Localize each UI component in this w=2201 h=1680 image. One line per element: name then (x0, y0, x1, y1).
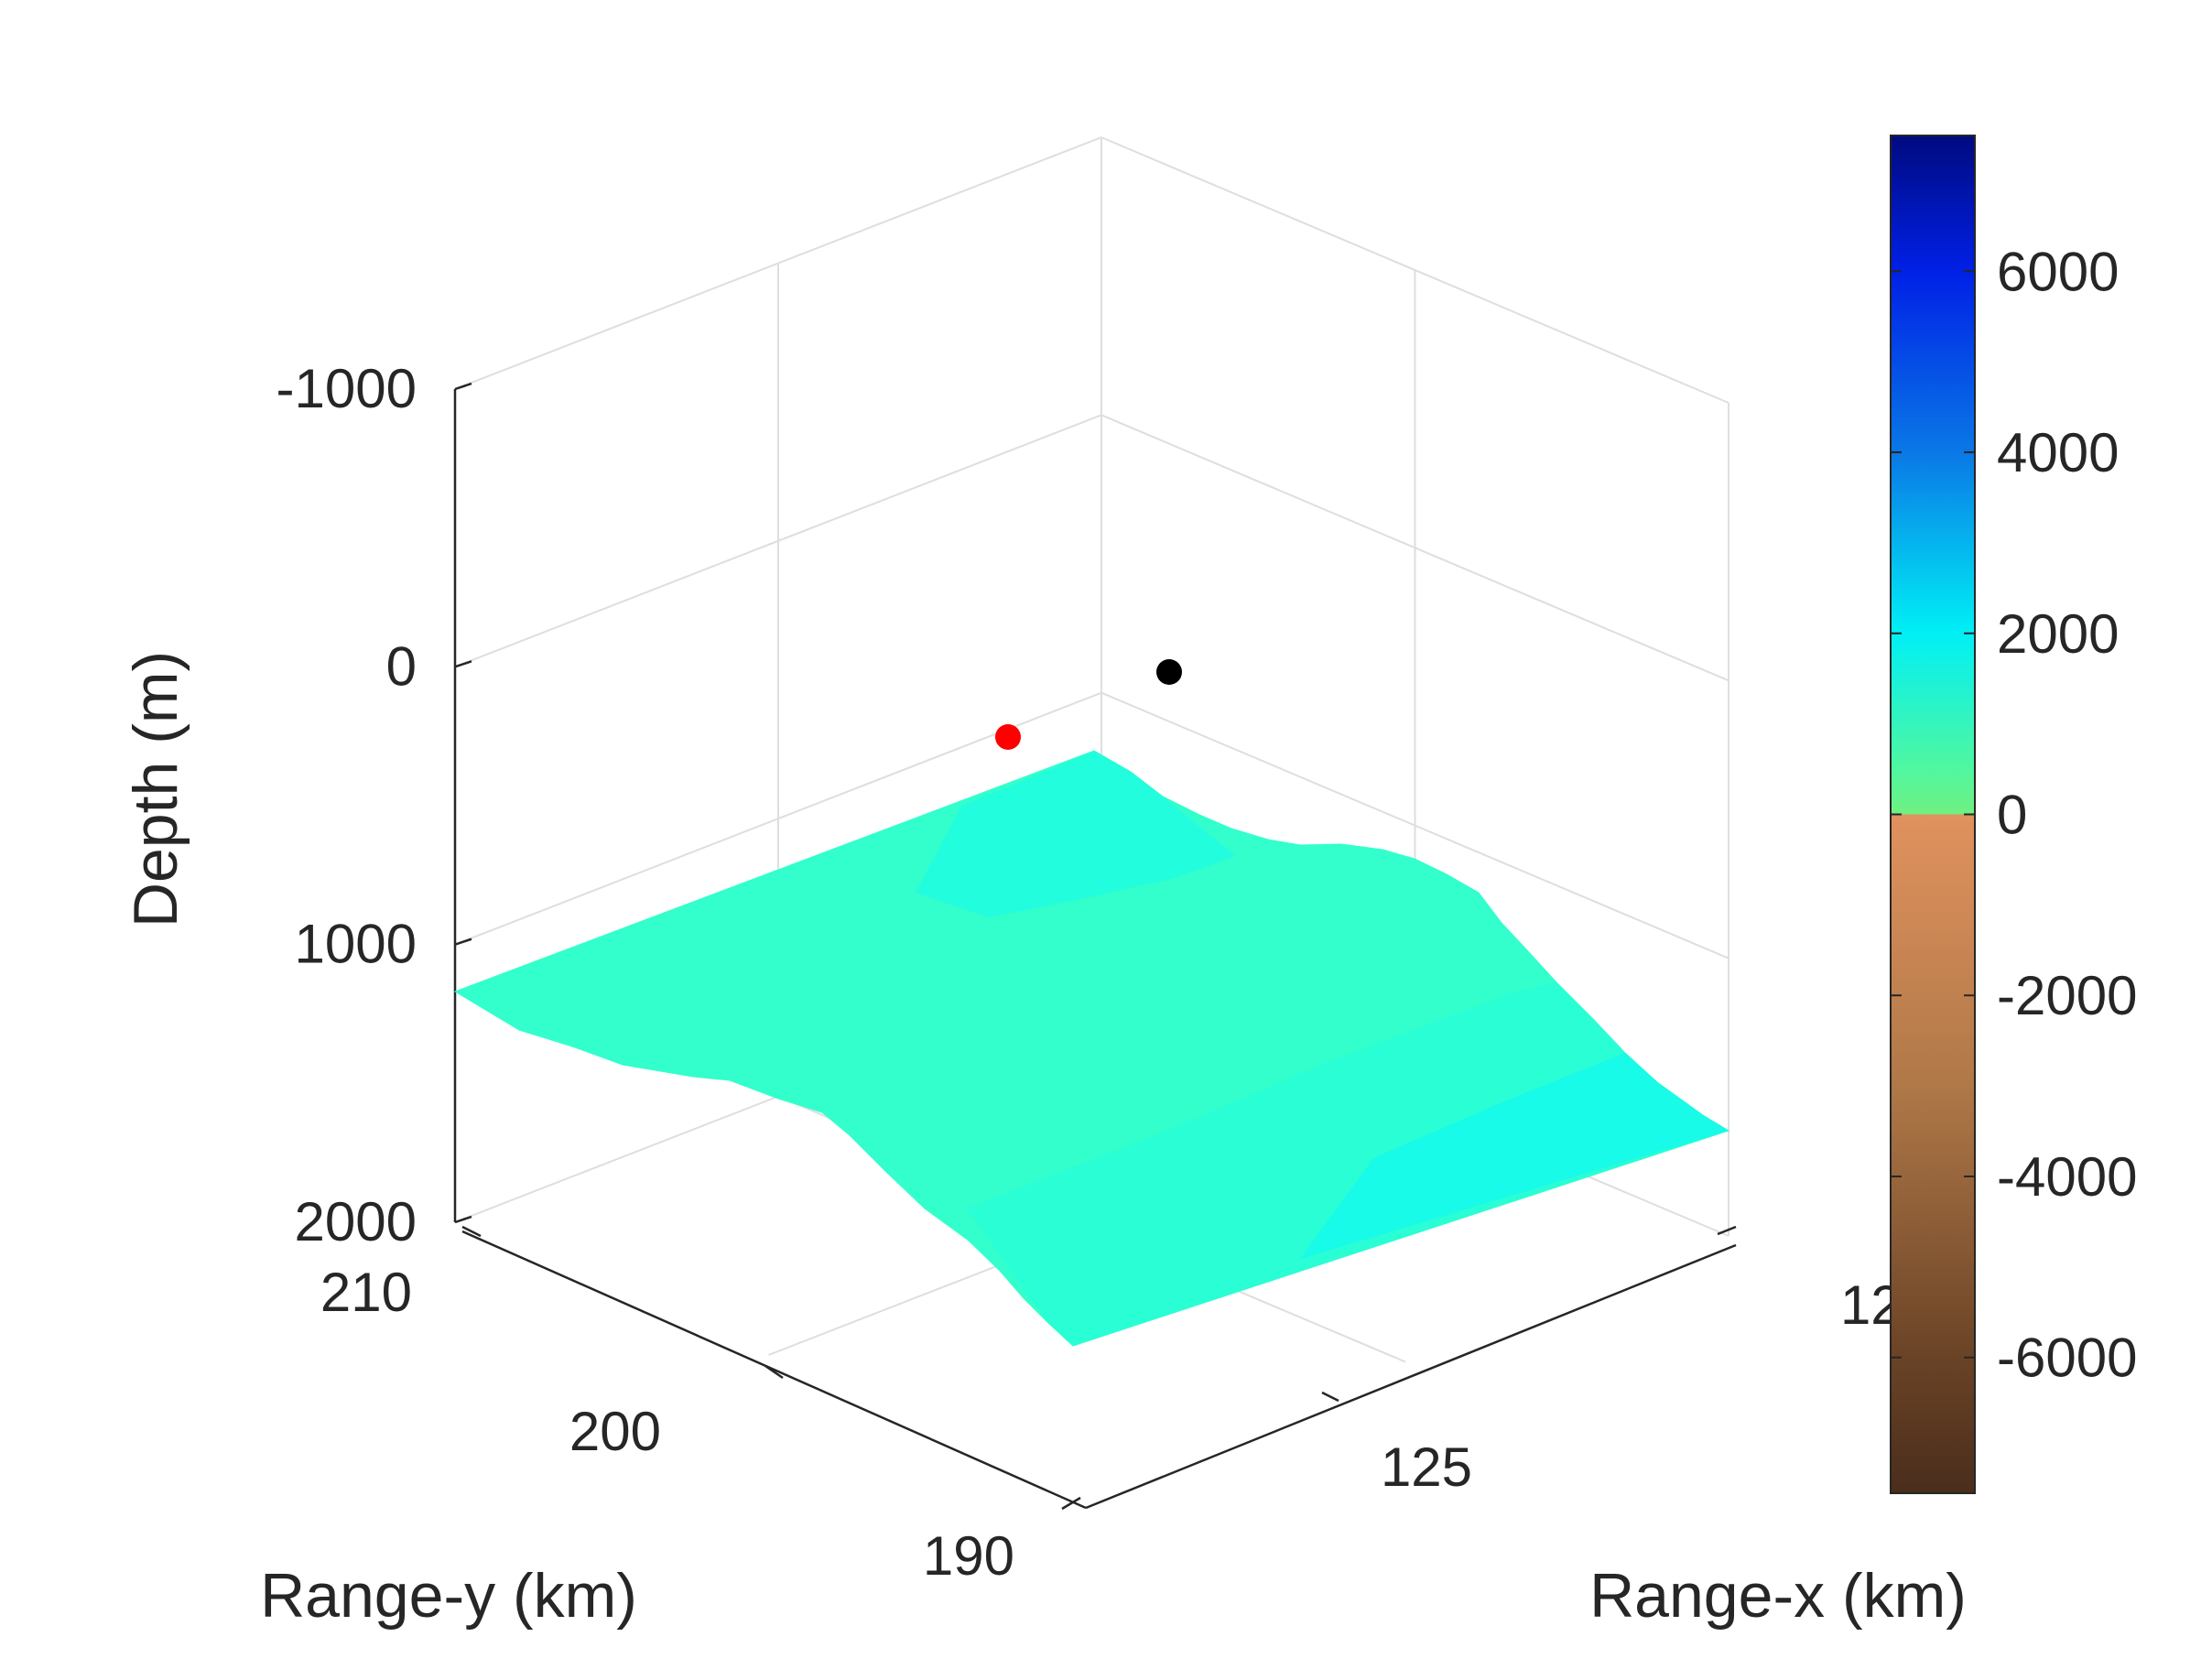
markers (995, 659, 1182, 750)
marker-point (1156, 659, 1182, 685)
z-tick-label: 0 (386, 635, 417, 697)
y-tick (1061, 1496, 1081, 1511)
x-tick (1321, 1391, 1339, 1403)
surface-patch (966, 982, 1729, 1346)
colorbar-tick-label: -6000 (1997, 1328, 2137, 1389)
x-tick (1717, 1225, 1737, 1236)
bathymetry-surface (453, 750, 1730, 1347)
colorbar-ticks: 6000 4000 2000 0 -2000 -4000 -6000 (1891, 241, 2137, 1389)
x-tick-label: 125 (1381, 1436, 1472, 1498)
z-tick (454, 938, 472, 946)
z-axis-label: Depth (m) (121, 651, 190, 927)
z-tick (454, 660, 472, 668)
y-axis-line (461, 1230, 1087, 1510)
y-tick-label: 210 (320, 1262, 412, 1323)
axes-box (453, 389, 1737, 1510)
z-tick (454, 1215, 472, 1224)
colorbar-tick-label: -2000 (1997, 965, 2137, 1026)
x-axis-line (1085, 1243, 1737, 1510)
y-tick (461, 1225, 482, 1238)
surface-patch (916, 751, 1236, 917)
z-tick-label: 1000 (295, 914, 417, 975)
marker-point (995, 724, 1021, 750)
colorbar: 6000 4000 2000 0 -2000 -4000 -6000 (1890, 135, 2137, 1494)
colorbar-tick-label: 2000 (1997, 603, 2119, 665)
x-axis-label: Range-x (km) (1589, 1561, 1967, 1631)
surface-patch (1300, 1053, 1729, 1259)
z-tick (454, 382, 472, 391)
y-tick (764, 1364, 784, 1380)
y-tick-label: 190 (923, 1525, 1014, 1587)
colorbar-tick-label: 0 (1997, 785, 2027, 846)
colorbar-gradient (1890, 135, 1976, 1494)
colorbar-tick-label: -4000 (1997, 1146, 2137, 1208)
y-axis-label: Range-y (km) (260, 1561, 637, 1631)
y-tick-label: 200 (569, 1401, 661, 1462)
z-tick-label: 2000 (295, 1191, 417, 1252)
colorbar-tick-label: 6000 (1997, 241, 2119, 302)
z-tick-label: -1000 (276, 358, 417, 419)
colorbar-tick-label: 4000 (1997, 422, 2119, 483)
